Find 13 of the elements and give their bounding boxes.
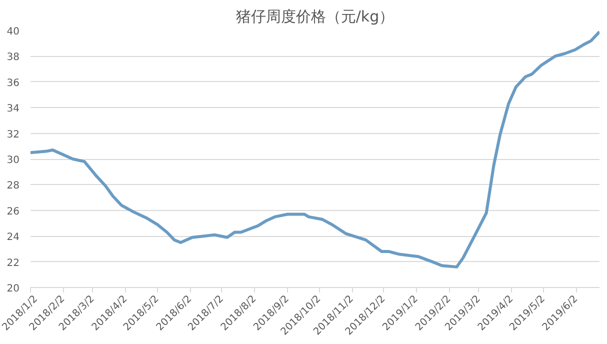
y-tick-label: 34 bbox=[6, 104, 20, 115]
y-tick-label: 20 bbox=[6, 284, 20, 294]
y-tick-label: 40 bbox=[6, 26, 20, 38]
y-tick-label: 32 bbox=[6, 129, 20, 140]
y-tick-label: 28 bbox=[6, 180, 20, 192]
y-tick-label: 26 bbox=[6, 206, 20, 218]
y-tick-label: 38 bbox=[6, 52, 20, 64]
chart-title: 猪仔周度价格（元/kg） bbox=[236, 8, 394, 26]
y-tick-label: 22 bbox=[6, 258, 20, 269]
y-tick-label: 36 bbox=[6, 78, 20, 89]
y-tick-label: 24 bbox=[6, 232, 20, 244]
line-series bbox=[30, 30, 600, 268]
y-tick-label: 30 bbox=[6, 155, 20, 166]
